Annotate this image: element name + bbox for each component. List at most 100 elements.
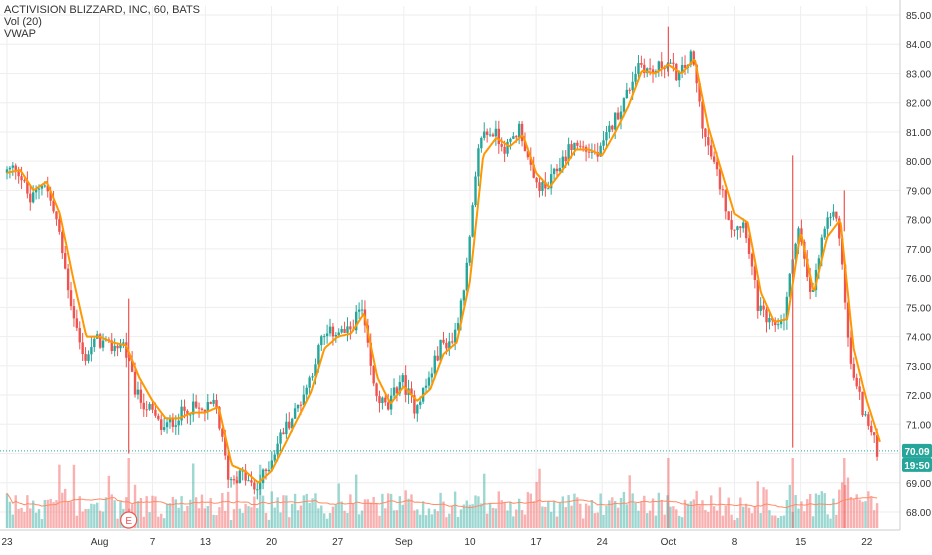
symbol-title[interactable]: ACTIVISION BLIZZARD, INC, 60, BATS (4, 4, 201, 16)
volume-bar (296, 510, 300, 528)
candle-body (587, 151, 591, 153)
volume-bar (352, 503, 355, 528)
volume-bar (689, 501, 693, 528)
volume-bar (183, 511, 186, 528)
volume-bar (820, 491, 823, 528)
volume-bar (37, 509, 41, 528)
candle-body (730, 219, 733, 230)
candle-body (133, 371, 137, 395)
volume-bar (855, 494, 858, 528)
volume-bar (483, 473, 486, 528)
candle-body (392, 387, 396, 396)
volume-bar (133, 484, 137, 528)
grid (0, 6, 900, 528)
price-badges: 70.09 19:50 E (120, 443, 932, 529)
volume-bar (160, 513, 163, 528)
candle-body (753, 266, 757, 280)
candle-body (69, 290, 73, 307)
candle-body (349, 326, 352, 330)
candle-body (221, 428, 224, 437)
volume-bar (250, 507, 253, 528)
candle-body (93, 338, 96, 348)
candle-body (491, 134, 495, 137)
volume-bar (136, 500, 140, 528)
x-tick-label: 23 (1, 537, 13, 548)
volume-bar (349, 494, 352, 528)
volume-bar (494, 508, 498, 528)
volume-bar (218, 507, 221, 528)
candle-body (613, 112, 617, 130)
volume-bar (23, 511, 26, 528)
volume-bar (605, 505, 608, 528)
volume-bar (360, 510, 364, 528)
y-tick-label: 74.00 (906, 333, 931, 344)
candle-body (113, 345, 116, 352)
candle-body (331, 326, 335, 337)
volume-bar (430, 514, 434, 528)
volume-bar (81, 511, 84, 528)
candle-body (715, 161, 719, 170)
volume-bar (468, 504, 471, 528)
volume-indicator-label[interactable]: Vol (20) (4, 16, 42, 28)
volume-bar (465, 500, 468, 528)
volume-bar (608, 500, 611, 528)
volume-bar (829, 518, 832, 528)
candle-body (11, 165, 15, 168)
volume-bar (270, 491, 274, 528)
candle-body (765, 309, 768, 323)
candle-body (736, 226, 739, 231)
candle-body (61, 231, 64, 254)
candle-body (872, 432, 876, 436)
vwap-indicator-label[interactable]: VWAP (4, 28, 36, 40)
volume-bar (247, 506, 250, 528)
candle-body (488, 134, 492, 136)
volume-bar (806, 499, 809, 528)
candle-body (78, 327, 81, 343)
volume-bar (165, 503, 169, 528)
volume-bar (843, 484, 847, 528)
candle-body (602, 140, 605, 146)
candle-body (8, 167, 12, 170)
volume-bar (512, 516, 515, 528)
volume-bar (785, 500, 789, 528)
volume-bar (258, 464, 262, 528)
volume-bar (477, 496, 480, 528)
volume-bar (186, 505, 189, 528)
volume-bar (238, 508, 241, 528)
y-tick-label: 79.00 (906, 186, 931, 197)
volume-bar (707, 511, 710, 528)
candle-body (509, 138, 512, 142)
candle-body (20, 176, 23, 181)
x-tick-label: 10 (464, 537, 476, 548)
volume-bar (791, 511, 794, 528)
volume-bar (98, 510, 102, 528)
candle-body (253, 482, 256, 490)
volume-bar (616, 507, 620, 528)
volume-bar (666, 495, 669, 528)
volume-bar (619, 497, 623, 528)
volume-bar (462, 504, 466, 528)
volume-bar (523, 514, 527, 528)
volume-bar (558, 502, 562, 528)
volume-bar (212, 514, 215, 528)
candle-body (474, 176, 477, 206)
candle-body (168, 419, 172, 423)
volume-bar (148, 512, 151, 528)
volume-bar (206, 506, 209, 528)
candle-body (346, 326, 349, 333)
candle-body (125, 342, 128, 358)
volume-bar (846, 477, 850, 528)
volume-bar (282, 495, 285, 528)
candle-body (212, 399, 215, 404)
volume-bar (765, 489, 768, 528)
volume-bar (538, 468, 541, 528)
candle-body (570, 144, 573, 151)
volume-bar (72, 464, 76, 528)
candle-body (17, 171, 20, 177)
volume-ma-line (6, 493, 878, 509)
volume-bar (872, 510, 876, 528)
candle-body (710, 145, 713, 157)
volume-bar (474, 495, 477, 528)
